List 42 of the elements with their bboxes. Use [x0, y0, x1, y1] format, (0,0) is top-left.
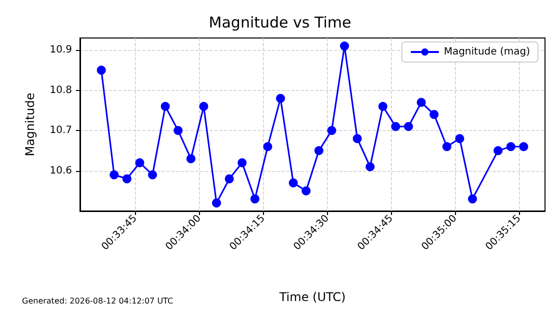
point [455, 134, 464, 144]
point [212, 198, 222, 208]
point [224, 174, 234, 184]
text: Generated: 2026-08-12 04:12:07 UTC [22, 296, 174, 306]
point [430, 110, 439, 119]
point [122, 174, 132, 184]
point [366, 162, 375, 172]
x-axis-title: Time (UTC) [278, 290, 346, 304]
point [314, 146, 324, 156]
point [288, 178, 298, 188]
point [263, 142, 272, 152]
point [506, 142, 516, 152]
point [110, 170, 119, 180]
point [96, 66, 106, 75]
point [160, 102, 170, 111]
point [494, 146, 503, 156]
point [378, 102, 388, 111]
point [186, 154, 196, 164]
point [302, 186, 311, 196]
legend-label: Magnitude (mag) [444, 46, 530, 58]
point [442, 142, 452, 152]
y-axis-title: Magnitude [23, 92, 37, 156]
point [327, 126, 336, 136]
point [519, 142, 528, 152]
y-tick-label: 10.9 [50, 44, 72, 56]
point [404, 122, 413, 132]
point [135, 158, 144, 168]
point [416, 98, 426, 107]
point [352, 134, 362, 144]
point [468, 194, 477, 204]
y-tick-label: 10.7 [50, 125, 72, 136]
point [391, 122, 400, 132]
point [148, 170, 158, 180]
y-tick-label: 10.6 [50, 165, 72, 176]
point [174, 126, 183, 136]
point [250, 194, 260, 204]
point [276, 94, 285, 103]
y-tick-label: 10.8 [50, 84, 72, 96]
point [340, 42, 349, 51]
point [238, 158, 247, 168]
point [199, 102, 208, 111]
chart-title: Magnitude vs Time [208, 14, 352, 32]
